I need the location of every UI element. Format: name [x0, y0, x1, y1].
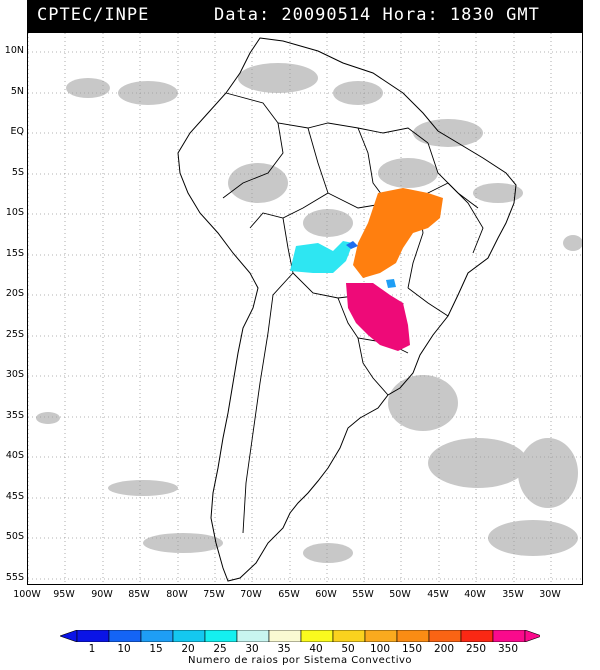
lat-tick: 5S	[11, 167, 24, 178]
colorbar-cell	[108, 630, 142, 642]
colorbar-cell	[204, 630, 238, 642]
lon-tick: 45W	[427, 589, 449, 600]
colorbar-cell	[236, 630, 270, 642]
lat-tick: 10N	[4, 45, 24, 56]
source-label: CPTEC/INPE	[37, 5, 150, 25]
lon-tick: 60W	[315, 589, 337, 600]
lon-tick: 85W	[128, 589, 150, 600]
lon-tick: 65W	[278, 589, 300, 600]
colorbar-label: 15	[149, 643, 163, 655]
lat-tick: 45S	[5, 491, 24, 502]
colorbar-label: 40	[309, 643, 323, 655]
colorbar-arrow-right	[524, 630, 540, 642]
cyan-cluster	[290, 241, 353, 273]
colorbar-label: 10	[117, 643, 131, 655]
colorbar-label: 50	[341, 643, 355, 655]
lon-tick: 90W	[91, 589, 113, 600]
lat-tick: 50S	[5, 531, 24, 542]
lat-tick: 15S	[5, 248, 24, 259]
lon-tick: 70W	[240, 589, 262, 600]
lat-tick: 10S	[5, 207, 24, 218]
colorbar-label: 30	[245, 643, 259, 655]
colorbar-arrow-left	[60, 630, 78, 642]
lon-tick: 80W	[166, 589, 188, 600]
colorbar-cell	[172, 630, 206, 642]
lon-tick: 30W	[539, 589, 561, 600]
colorbar-cell	[140, 630, 174, 642]
colorbar-cell	[332, 630, 366, 642]
colorbar-label: 20	[181, 643, 195, 655]
colorbar-label: 100	[369, 643, 391, 655]
colorbar-cell	[76, 630, 110, 642]
lon-tick: 35W	[502, 589, 524, 600]
map-svg	[28, 33, 582, 584]
lon-tick: 55W	[352, 589, 374, 600]
lat-tick: EQ	[10, 126, 24, 137]
lat-tick: 20S	[5, 288, 24, 299]
colorbar-cell	[460, 630, 494, 642]
lat-tick: 25S	[5, 329, 24, 340]
blue-cluster-2	[386, 279, 396, 288]
lat-tick: 5N	[10, 86, 24, 97]
lat-tick: 55S	[5, 572, 24, 583]
colorbar-cell	[268, 630, 302, 642]
datetime-label: Data: 20090514 Hora: 1830 GMT	[214, 5, 540, 25]
blue-cluster	[346, 241, 358, 249]
colorbar-cell	[492, 630, 526, 642]
colorbar-cells	[60, 630, 540, 642]
lon-tick: 75W	[203, 589, 225, 600]
colorbar-label: 150	[401, 643, 423, 655]
lat-tick: 40S	[5, 450, 24, 461]
orange-cluster	[353, 188, 443, 278]
lon-tick: 100W	[13, 589, 41, 600]
lon-tick: 95W	[53, 589, 75, 600]
colorbar-label: 35	[277, 643, 291, 655]
south-america-outline	[177, 37, 517, 582]
magenta-cluster	[346, 283, 410, 351]
colorbar-cell	[428, 630, 462, 642]
graticule	[28, 33, 582, 584]
colorbar-label: 350	[497, 643, 519, 655]
cloud-cover	[36, 63, 582, 563]
colorbar-label: 1	[88, 643, 96, 655]
lon-tick: 40W	[464, 589, 486, 600]
colorbar-label: 200	[433, 643, 455, 655]
colorbar-cell	[364, 630, 398, 642]
lon-tick: 50W	[389, 589, 411, 600]
lat-tick: 35S	[5, 410, 24, 421]
lat-tick: 30S	[5, 369, 24, 380]
colorbar-cell	[300, 630, 334, 642]
title-bar: CPTEC/INPE Data: 20090514 Hora: 1830 GMT	[27, 0, 583, 32]
colorbar	[60, 630, 540, 642]
colorbar-label: 25	[213, 643, 227, 655]
colorbar-label: 250	[465, 643, 487, 655]
colorbar-cell	[396, 630, 430, 642]
colorbar-title: Numero de raios por Sistema Convectivo	[187, 655, 413, 666]
map-panel	[27, 32, 583, 585]
